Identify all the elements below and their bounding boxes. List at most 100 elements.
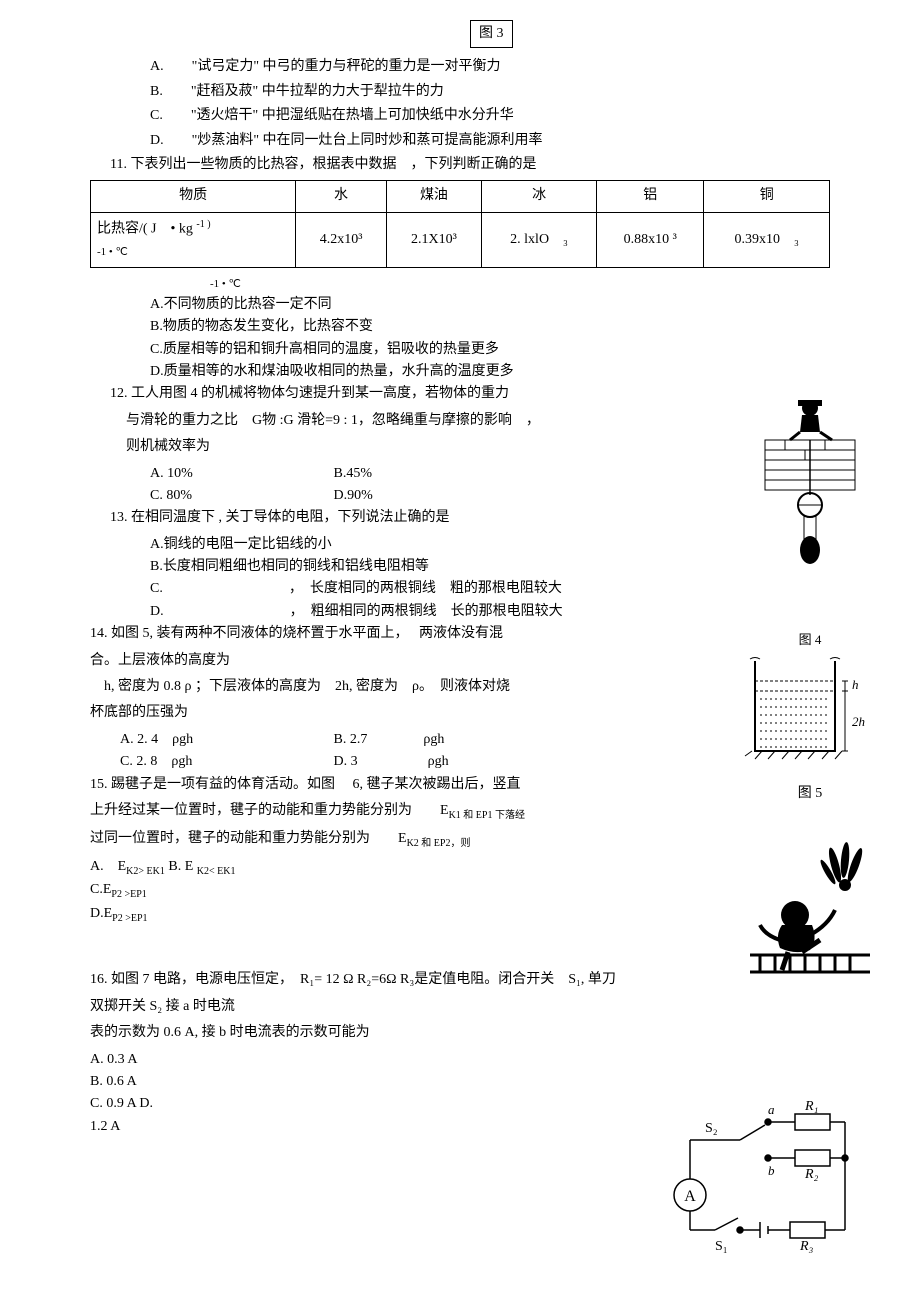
q15-sub2: K2 和 E [407, 838, 440, 849]
q14-option-d: D. 3 ρgh [334, 754, 449, 769]
q14-line4: 杯底部的压强为 [90, 702, 830, 724]
fig5-2h-label: 2h [852, 714, 865, 729]
q11-option-b: B.物质的物态发生变化，比热容不变 [90, 316, 830, 338]
q15-line3-text: 过同一位置时，毽子的动能和重力势能分别为 E [90, 831, 407, 846]
fig4-label-upper: 图 4 [740, 630, 880, 651]
table-val-water: 4.2x10³ [296, 212, 386, 267]
q15-b-sub: K2< E [197, 865, 223, 876]
beaker-diagram-icon: h 2h [740, 651, 880, 771]
q14-options-ab: A. 2. 4 ρgh B. 2.7 ρgh [90, 729, 830, 751]
q10-option-a: A. "试弓定力" 中弓的重力与秤砣的重力是一对平衡力 [90, 56, 830, 78]
fig5-h-label: h [852, 677, 859, 692]
q11-option-d: D.质量相等的水和煤油吸收相同的热量，水升高的温度更多 [90, 361, 830, 383]
q15-d-sub: P2 >E [112, 913, 137, 924]
q13-option-a: A.铜线的电阻一定比铝线的小 [90, 534, 830, 556]
table-value-row: 比热容/( J • kg -1 ) -1 • ℃ 4.2x10³ 2.1X10³… [91, 212, 830, 267]
q12-option-d: D.90% [334, 488, 373, 503]
q15-d-sub2: P1 [137, 913, 148, 924]
q15-b-sub2: K1 [223, 865, 235, 876]
q14-option-b: B. 2.7 ρgh [334, 732, 445, 747]
q14-line1: 14. 如图 5, 装有两种不同液体的烧杯置于水平面上， 两液体没有混 [90, 623, 830, 645]
q16-option-a: A. 0.3 A [90, 1049, 830, 1071]
q12-line2: 与滑轮的重力之比 G物 :G 滑轮=9 : 1，忽略绳重与摩擦的影响 ， [90, 410, 830, 432]
q15-c-sub2: P1 [136, 889, 147, 900]
q10-option-c: C. "透火焙干" 中把湿纸贴在热墙上可加快纸中水分升华 [90, 105, 830, 127]
q15-line3: 过同一位置时，毽子的动能和重力势能分别为 EK2 和 EP2，则 [90, 828, 830, 852]
q15-opt-d: D.E [90, 906, 112, 921]
row-label-sup: -1 ) [196, 219, 210, 230]
circuit-r3-label: R₃ [799, 1239, 814, 1254]
q16-line1: 16. 如图 7 电路，电源电压恒定， R₁= 12 Ω R₂=6Ω R₃是定值… [90, 969, 830, 991]
circuit-a-label: a [768, 1102, 775, 1117]
q14-line3: h, 密度为 0.8 ρ ；下层液体的高度为 2h, 密度为 ρ。 则液体对烧 [90, 676, 830, 698]
q12-line1: 12. 工人用图 4 的机械将物体匀速提升到某一高度，若物体的重力 [90, 383, 830, 405]
q14-option-a: A. 2. 4 ρgh [120, 729, 330, 751]
fig3-label: 图 3 [470, 20, 513, 48]
q12-line3: 则机械效率为 [90, 436, 830, 458]
q15-option-d: D.EP2 >EP1 [90, 903, 830, 927]
q16-line3: 表的示数为 0.6 A, 接 b 时电流表的示数可能为 [90, 1022, 830, 1044]
figure-6 [740, 840, 880, 988]
fig5-caption: 图 5 [740, 783, 880, 805]
q15-sub2b: P2，则 [440, 838, 471, 849]
figure-4 [740, 390, 880, 578]
q11-option-c: C.质屋相等的铝和铜升高相同的温度，铝吸收的热量更多 [90, 339, 830, 361]
q16-line2: 双掷开关 S₂ 接 a 时电流 [90, 996, 830, 1018]
figure-5: 图 4 h 2h 图 5 [740, 630, 880, 806]
q15-a-sub2: K1 [153, 865, 165, 876]
q12-option-a: A. 10% [150, 463, 330, 485]
svg-text:A: A [684, 1188, 696, 1205]
row-label-text: 比热容/( J • kg [97, 221, 193, 236]
q11-option-a: A.不同物质的比热容一定不同 [90, 294, 830, 316]
q15-option-c: C.EP2 >EP1 [90, 879, 830, 903]
fig6-caption: 图 6 [90, 935, 830, 957]
q12-option-c: C. 80% [150, 485, 330, 507]
table-header-label: 物质 [91, 181, 296, 212]
q15-sub1b: P1 下落经 [482, 810, 525, 821]
q10-option-b: B. "赶稻及菽" 中牛拉犁的力大于犁拉牛的力 [90, 81, 830, 103]
table-val-kerosene: 2.1X10³ [386, 212, 481, 267]
table-val-copper: 0.39x10 ₃ [704, 212, 830, 267]
table-header-row: 物质 水 煤油 冰 铝 铜 [91, 181, 830, 212]
q13-stem: 13. 在相同温度下 , 关丁导体的电阻，下列说法止确的是 [90, 507, 830, 529]
pulley-diagram-icon [740, 390, 880, 570]
q15-opt-c: C.E [90, 882, 111, 897]
row-label-3: -1 • ℃ [90, 276, 830, 294]
q14-line2: 合。上层液体的高度为 [90, 650, 830, 672]
q10-option-d: D. "炒蒸油料" 中在同一灶台上同时炒和蒸可提高能源利用率 [90, 130, 830, 152]
q15-line2-text: 上升经过某一位置时，毽子的动能和重力势能分别为 E [90, 803, 449, 818]
heat-capacity-table: 物质 水 煤油 冰 铝 铜 比热容/( J • kg -1 ) -1 • ℃ 4… [90, 180, 830, 268]
table-col-aluminum: 铝 [596, 181, 703, 212]
q15-opt-a: A. E [90, 859, 126, 874]
q13-option-b: B.长度相同粗细也相同的铜线和铝线电阻相等 [90, 556, 830, 578]
q15-c-sub: P2 >E [111, 889, 136, 900]
q14-options-cd: C. 2. 8 ρgh D. 3 ρgh [90, 751, 830, 773]
figure-7: A S₂ a b R₁ R₂ R₃ S₁ [620, 1100, 860, 1278]
q15-a-sub: K2> E [126, 865, 152, 876]
circuit-r1-label: R₁ [804, 1100, 818, 1114]
q16-option-b: B. 0.6 A [90, 1071, 830, 1093]
table-col-copper: 铜 [704, 181, 830, 212]
q15-line1: 15. 踢毽子是一项有益的体育活动。如图 6, 毽子某次被踢出后，竖直 [90, 774, 830, 796]
q11-stem: 11. 下表列出一些物质的比热容，根据表中数据 ，下列判断正确的是 [90, 154, 830, 176]
q15-line2: 上升经过某一位置时，毽子的动能和重力势能分别为 EK1 和 EP1 下落经 [90, 800, 830, 824]
circuit-s2-label: S₂ [705, 1121, 718, 1136]
shuttlecock-kick-icon [740, 840, 880, 980]
q12-options-ab: A. 10% B.45% [90, 463, 830, 485]
q15-sub1: K1 和 E [449, 810, 482, 821]
circuit-s1-label: S₁ [715, 1239, 728, 1254]
q15-option-ab: A. EK2> EK1 B. E K2< EK1 [90, 856, 830, 880]
q13-option-d: D. ， 粗细相同的两根铜线 长的那根电阻较大 [90, 601, 830, 623]
q13-option-c: C. ， 长度相同的两根铜线 粗的那根电阻较大 [90, 578, 830, 600]
circuit-b-label: b [768, 1163, 775, 1178]
table-col-kerosene: 煤油 [386, 181, 481, 212]
row-label-2: -1 • ℃ [97, 246, 128, 258]
q14-option-c: C. 2. 8 ρgh [120, 751, 330, 773]
q12-options-cd: C. 80% D.90% [90, 485, 830, 507]
table-col-water: 水 [296, 181, 386, 212]
q15-opt-b: B. E [168, 859, 196, 874]
table-val-aluminum: 0.88x10 ³ [596, 212, 703, 267]
table-col-ice: 冰 [482, 181, 597, 212]
q12-option-b: B.45% [334, 466, 373, 481]
table-row-label: 比热容/( J • kg -1 ) -1 • ℃ [91, 212, 296, 267]
